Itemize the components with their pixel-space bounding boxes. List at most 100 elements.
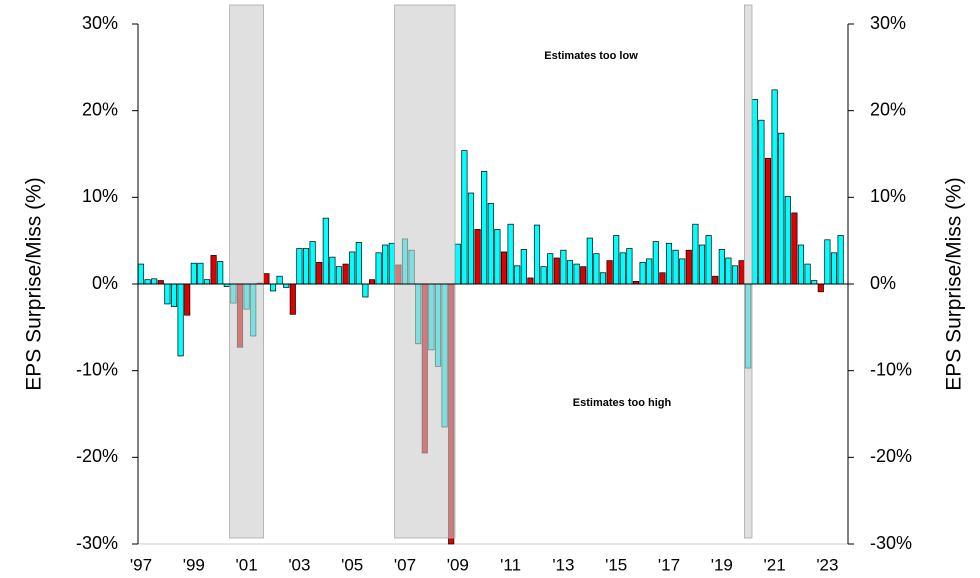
x-tick-label: '09 <box>447 555 469 574</box>
shaded-span <box>744 4 753 539</box>
bar <box>514 265 521 285</box>
bar <box>520 248 527 285</box>
bar <box>824 239 831 285</box>
bar <box>203 279 211 285</box>
y-tick-label: 0% <box>92 273 118 293</box>
bar <box>269 283 277 292</box>
x-tick-label: '01 <box>236 555 258 574</box>
bar <box>725 257 732 285</box>
bar <box>679 258 686 285</box>
bar <box>533 224 541 285</box>
bar <box>639 261 646 285</box>
bar <box>797 244 805 285</box>
bar <box>210 255 217 285</box>
x-tick-label: '03 <box>288 555 310 574</box>
bar <box>263 273 270 285</box>
bar <box>454 243 461 285</box>
bar <box>375 252 382 285</box>
x-tick-label: '13 <box>552 555 574 574</box>
bar <box>296 248 303 285</box>
bar <box>170 283 178 307</box>
bar <box>811 280 818 285</box>
bar <box>553 257 560 285</box>
bar <box>771 89 778 285</box>
annotation: Estimates too low <box>544 50 638 62</box>
bar <box>487 203 494 285</box>
bar <box>560 249 567 285</box>
bar <box>804 263 811 285</box>
bar <box>778 132 785 285</box>
y-tick-label: -20% <box>76 446 118 466</box>
bar <box>626 248 633 285</box>
x-tick-label: '21 <box>764 555 786 574</box>
x-tick-label: '11 <box>500 555 521 574</box>
bar <box>830 252 838 285</box>
bar <box>599 272 607 285</box>
bar <box>672 249 679 285</box>
bar <box>652 241 659 285</box>
bar <box>302 248 310 285</box>
bar <box>751 99 758 285</box>
bar <box>316 261 323 285</box>
x-tick-label: '15 <box>605 555 627 574</box>
bar <box>289 283 296 315</box>
bar <box>151 278 158 285</box>
y2-tick-label: -30% <box>870 533 912 553</box>
shaded-span <box>394 4 456 539</box>
bar <box>355 242 362 285</box>
bar <box>481 170 488 285</box>
bar <box>527 277 534 285</box>
bar <box>461 150 468 285</box>
y2-tick-label: 20% <box>870 99 906 119</box>
bar <box>157 280 164 285</box>
y-tick-label: 30% <box>82 13 118 33</box>
bar <box>731 265 739 285</box>
y-tick-label: 20% <box>82 99 118 119</box>
bar <box>322 217 329 285</box>
y2-axis-label: EPS Surprise/Miss (%) <box>943 177 966 391</box>
x-tick-label: '05 <box>341 555 363 574</box>
x-tick-label: '99 <box>183 555 205 574</box>
y-axis-label: EPS Surprise/Miss (%) <box>23 177 46 391</box>
bar <box>276 275 283 285</box>
bar <box>619 252 626 285</box>
bar <box>164 283 171 305</box>
y2-tick-label: -10% <box>870 359 912 379</box>
y2-tick-label: -20% <box>870 446 912 466</box>
bar <box>705 235 712 285</box>
bar <box>335 266 343 285</box>
bar <box>144 279 151 285</box>
bar <box>474 229 481 285</box>
x-tick-label: '97 <box>130 555 152 574</box>
bar <box>329 256 336 285</box>
bar <box>712 275 719 285</box>
bar <box>197 262 204 285</box>
bar <box>349 251 356 285</box>
bar <box>764 157 772 285</box>
annotation: Estimates too high <box>573 397 672 409</box>
bar <box>646 258 653 285</box>
bar <box>606 260 613 285</box>
bar <box>784 196 791 285</box>
y-tick-label: -30% <box>76 533 118 553</box>
bar <box>342 263 349 285</box>
x-tick-label: '17 <box>658 555 680 574</box>
bar <box>593 253 600 285</box>
bar <box>368 279 376 285</box>
bar <box>566 260 574 285</box>
bar <box>217 261 224 285</box>
bar <box>718 248 725 285</box>
x-tick-label: '23 <box>816 555 838 574</box>
shaded-span <box>229 4 265 539</box>
bar <box>362 283 369 298</box>
bar <box>665 242 673 285</box>
bar <box>613 235 620 285</box>
bar <box>758 119 765 285</box>
x-tick-label: '07 <box>394 555 416 574</box>
bar <box>177 283 184 357</box>
bar <box>184 283 191 316</box>
bar <box>837 235 844 285</box>
bar <box>190 262 197 285</box>
bar <box>283 283 290 288</box>
bar <box>586 237 593 285</box>
